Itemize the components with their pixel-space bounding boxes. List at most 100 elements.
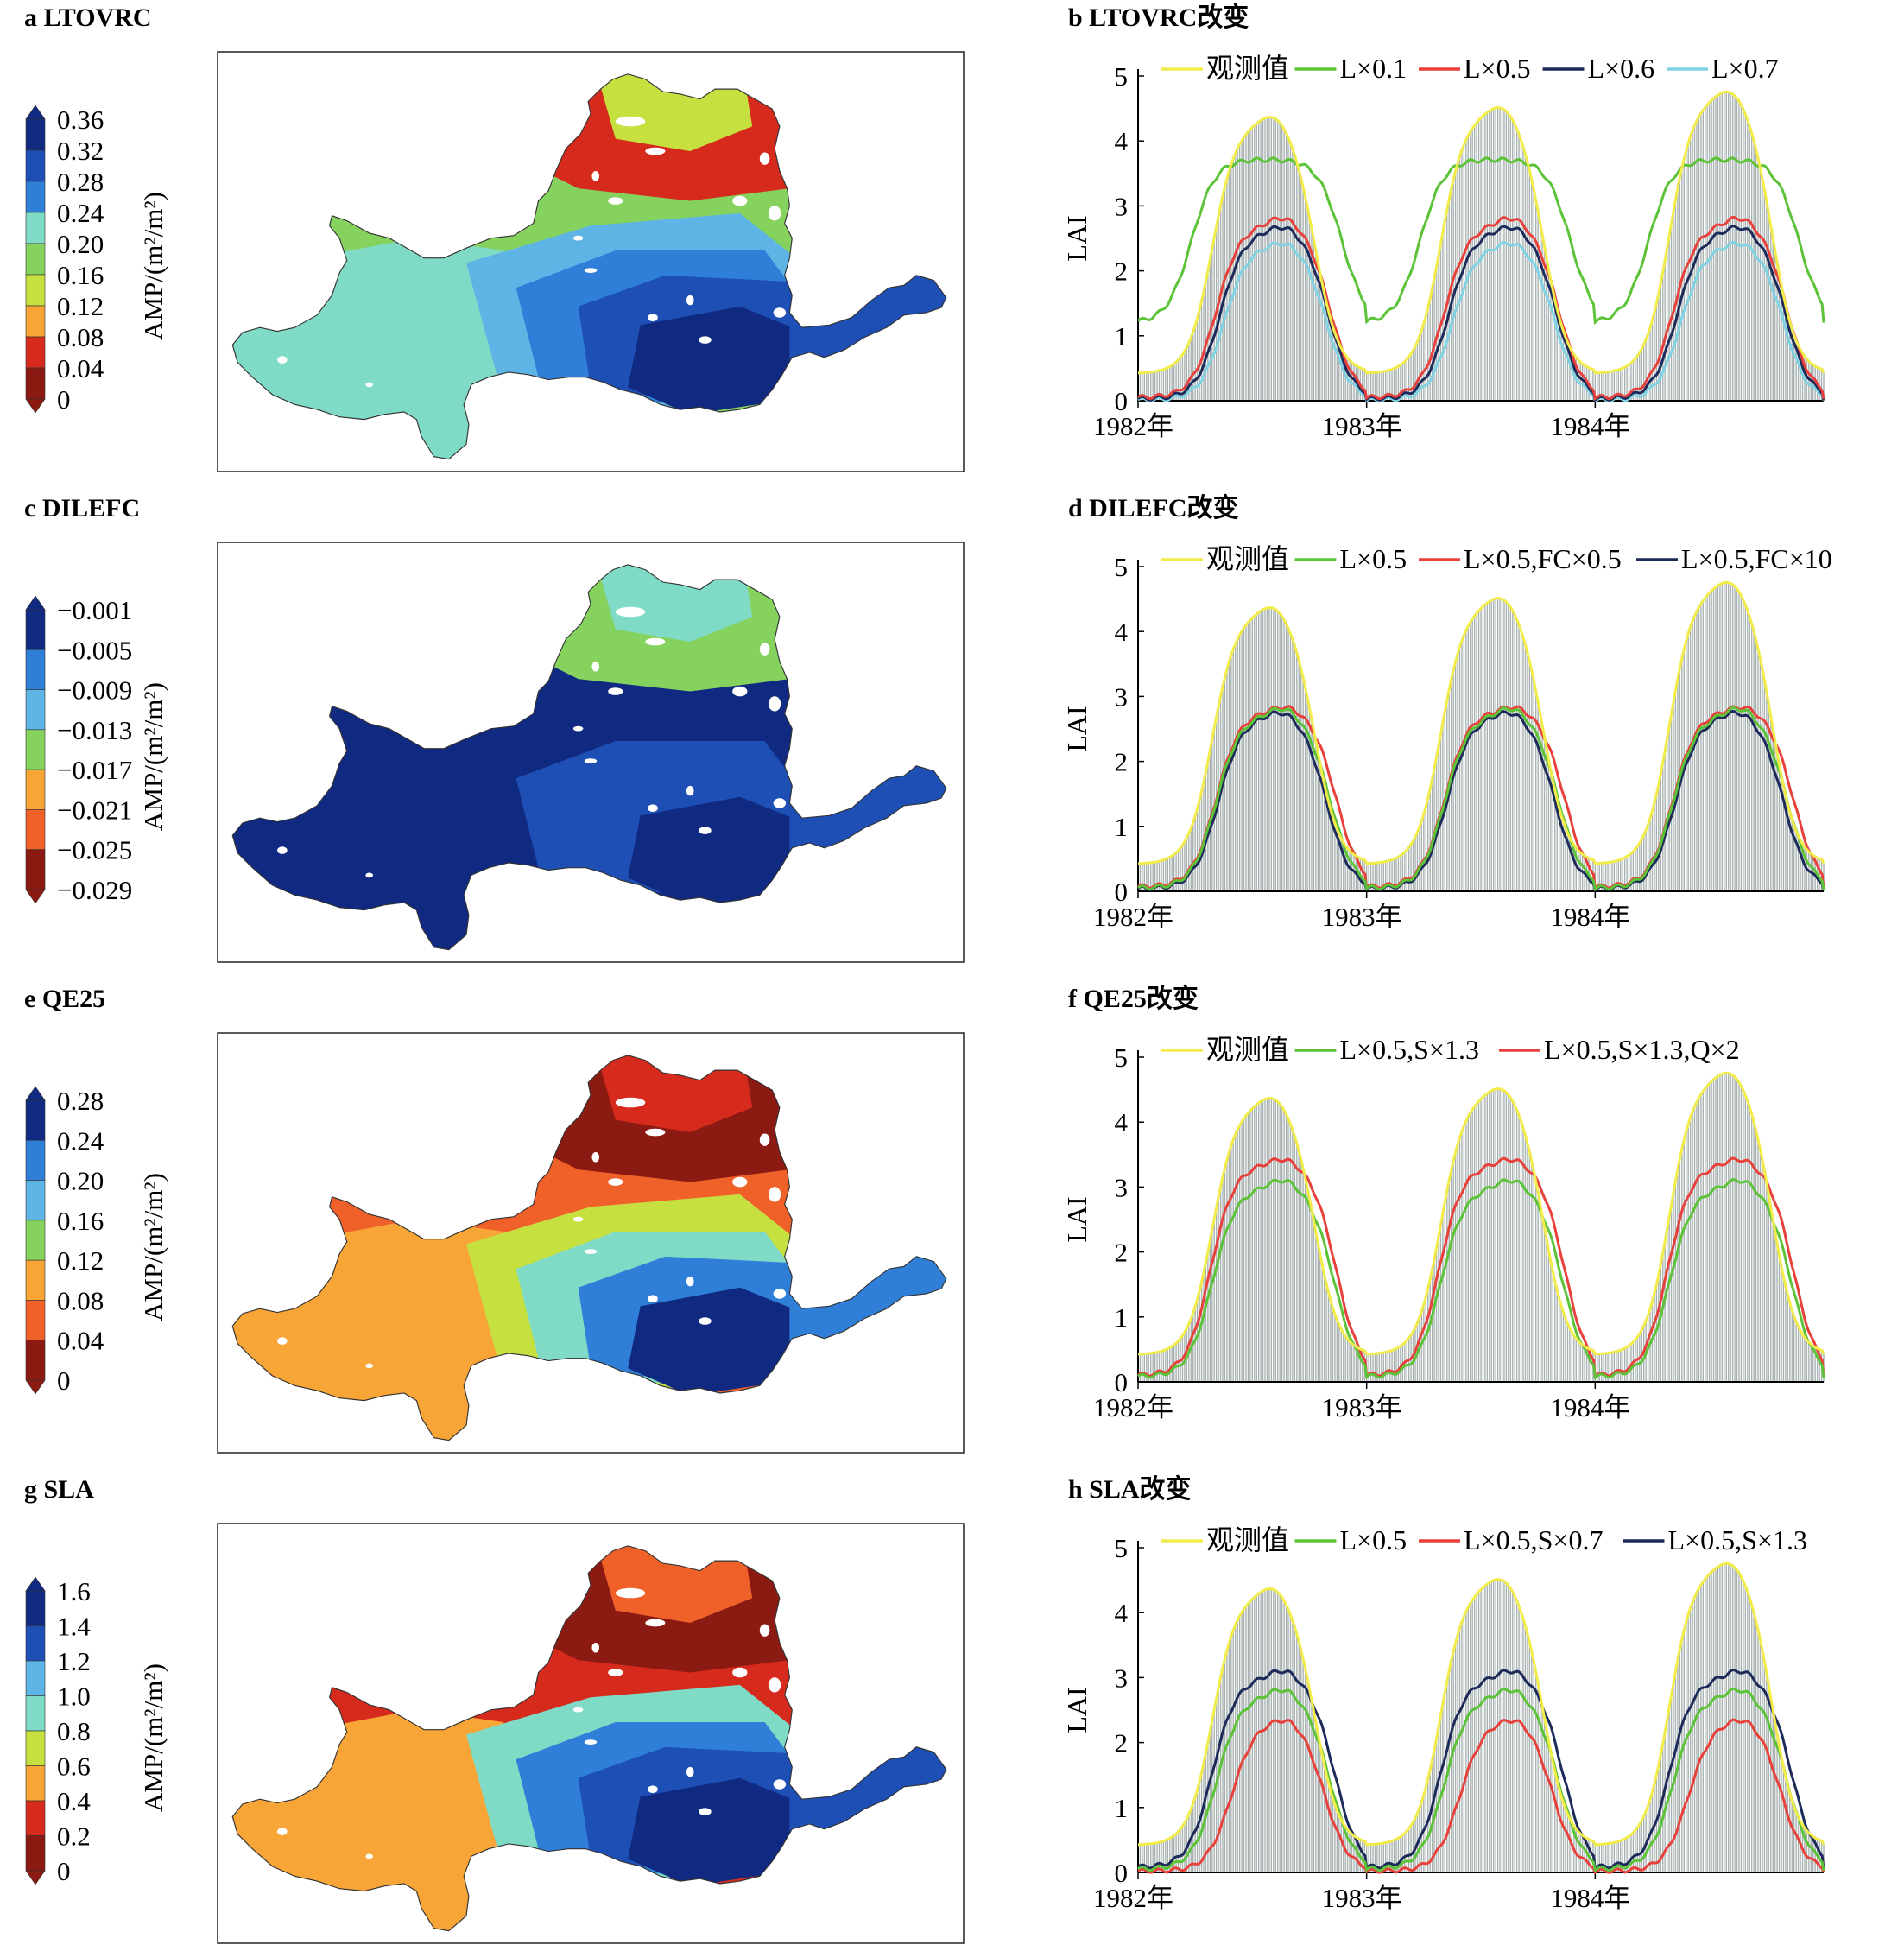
colorbar-tick-label: 0.6 bbox=[57, 1752, 91, 1782]
map-title: c DILEFC bbox=[24, 494, 140, 523]
series-line bbox=[1137, 156, 1825, 326]
legend-label: L×0.5 bbox=[1340, 543, 1407, 574]
legend-label: L×0.5,S×1.3 bbox=[1340, 1034, 1479, 1065]
colorbar-segment bbox=[25, 1835, 46, 1872]
colorbar-axis-label: AMP/(m²/m²) bbox=[138, 1173, 168, 1321]
y-axis-label: LAI bbox=[1061, 1687, 1092, 1733]
x-tick-label: 1982年 bbox=[1093, 1883, 1173, 1913]
chart-title: b LTOVRC改变 bbox=[1068, 3, 1249, 32]
y-tick-label: 2 bbox=[1115, 1238, 1129, 1268]
colorbar-tick-label: −0.021 bbox=[57, 795, 132, 825]
colorbar-tick-label: 0.28 bbox=[57, 1086, 104, 1116]
y-tick-label: 0 bbox=[1115, 1367, 1129, 1397]
colorbar-segment bbox=[25, 212, 46, 244]
observed-bars bbox=[1137, 92, 1825, 401]
basin-outline bbox=[231, 1545, 947, 1932]
colorbar-segment bbox=[25, 809, 46, 851]
colorbar-tick-label: 0.12 bbox=[57, 1245, 104, 1276]
colorbar-tick-label: −0.001 bbox=[57, 595, 132, 625]
legend-label: L×0.7 bbox=[1711, 53, 1779, 84]
colorbar-tick-label: 0.12 bbox=[57, 291, 104, 321]
legend-label: L×0.5,FC×0.5 bbox=[1464, 543, 1622, 574]
observed-bars bbox=[1137, 582, 1825, 891]
basin-outline bbox=[231, 564, 947, 951]
colorbar-cap-bottom bbox=[25, 1870, 46, 1885]
x-tick-label: 1984年 bbox=[1550, 902, 1630, 932]
colorbar: 0.28 0.24 0.20 0.16 0.12 0.08 0.04 0 bbox=[25, 1086, 104, 1396]
colorbar-segment bbox=[25, 1765, 46, 1802]
colorbar-tick-label: 1.4 bbox=[57, 1612, 91, 1642]
colorbar-segment bbox=[25, 243, 46, 276]
chart-panel: d DILEFC改变 0 1 2 3 4 5 1982年 1983年 1984年 LAI 观测值 L×0… bbox=[1061, 493, 1832, 932]
legend-label: L×0.5 bbox=[1464, 53, 1531, 84]
x-tick-label: 1982年 bbox=[1093, 1392, 1173, 1422]
colorbar-tick-label: −0.013 bbox=[57, 715, 132, 745]
observed-bars bbox=[1137, 1073, 1825, 1382]
series-line bbox=[1138, 580, 1825, 865]
legend-label: L×0.1 bbox=[1340, 53, 1407, 84]
legend: 观测值 L×0.5 L×0.5,FC×0.5 L×0.5,FC×10 bbox=[1161, 543, 1832, 574]
colorbar-segment bbox=[25, 1180, 46, 1221]
legend-label: L×0.5,S×1.3 bbox=[1668, 1524, 1807, 1555]
observed-bars bbox=[1137, 1563, 1825, 1872]
colorbar-tick-label: 1.0 bbox=[57, 1682, 91, 1712]
y-tick-label: 3 bbox=[1115, 681, 1129, 712]
series-line bbox=[1137, 1687, 1825, 1873]
colorbar-axis-label: AMP/(m²/m²) bbox=[138, 1663, 168, 1812]
colorbar-segment bbox=[25, 769, 46, 810]
colorbar-tick-label: 0.2 bbox=[57, 1821, 91, 1852]
colorbar-cap-top bbox=[25, 1576, 46, 1592]
y-axis-label: LAI bbox=[1061, 706, 1092, 751]
colorbar-tick-label: 0.08 bbox=[57, 322, 104, 352]
chart-title: h SLA改变 bbox=[1068, 1474, 1192, 1504]
x-tick-label: 1983年 bbox=[1322, 902, 1402, 932]
basin-outline bbox=[231, 1055, 947, 1441]
colorbar-tick-label: 0.16 bbox=[57, 260, 104, 290]
legend-label: 观测值 bbox=[1206, 53, 1289, 84]
colorbar-tick-label: 0.20 bbox=[57, 1166, 104, 1196]
chart-panels: b LTOVRC改变 0 1 2 3 4 5 1982年 1983年 1984年 LAI 观测值 L×0… bbox=[1061, 3, 1832, 1913]
colorbar-tick-label: −0.029 bbox=[57, 875, 132, 905]
colorbar-segment bbox=[25, 1259, 46, 1301]
legend: 观测值 L×0.5,S×1.3 L×0.5,S×1.3,Q×2 bbox=[1161, 1034, 1740, 1065]
series-line bbox=[1137, 1156, 1825, 1379]
colorbar-segment bbox=[25, 729, 46, 770]
map-title: e QE25 bbox=[24, 985, 105, 1013]
legend-label: L×0.5,S×1.3,Q×2 bbox=[1544, 1034, 1740, 1065]
colorbar-segment bbox=[25, 336, 46, 369]
x-tick-label: 1983年 bbox=[1322, 1392, 1402, 1422]
y-tick-label: 4 bbox=[1115, 126, 1129, 156]
colorbar-tick-label: −0.009 bbox=[57, 675, 132, 706]
series-line bbox=[1137, 706, 1825, 892]
basin-outline bbox=[231, 73, 947, 460]
colorbar-segment bbox=[25, 1139, 46, 1181]
colorbar-segment bbox=[25, 1660, 46, 1696]
colorbar-tick-label: −0.017 bbox=[57, 755, 132, 785]
y-tick-label: 2 bbox=[1115, 1728, 1129, 1758]
colorbar-segment bbox=[25, 149, 46, 182]
legend-label: L×0.5,S×0.7 bbox=[1464, 1524, 1603, 1555]
colorbar-segment bbox=[25, 689, 46, 731]
y-tick-label: 3 bbox=[1115, 1663, 1129, 1693]
legend: 观测值 L×0.1 L×0.5 L×0.6 L×0.7 bbox=[1161, 53, 1779, 84]
map-title: g SLA bbox=[24, 1475, 94, 1504]
colorbar-tick-label: 0.4 bbox=[57, 1786, 91, 1816]
colorbar-cap-top bbox=[25, 105, 46, 120]
y-tick-label: 3 bbox=[1115, 1172, 1129, 1202]
colorbar-tick-label: 0 bbox=[57, 1856, 71, 1886]
colorbar-tick-label: 0.36 bbox=[57, 105, 104, 135]
colorbar-segment bbox=[25, 1220, 46, 1261]
colorbar-segment bbox=[25, 1730, 46, 1766]
colorbar-tick-label: 1.6 bbox=[57, 1576, 91, 1606]
series-line bbox=[1138, 1562, 1825, 1847]
chart-title: d DILEFC改变 bbox=[1068, 493, 1239, 523]
chart-panel: f QE25改变 0 1 2 3 4 5 1982年 1983年 1984年 LAI 观测值 L×0.5… bbox=[1061, 984, 1825, 1422]
series-line bbox=[1137, 240, 1825, 403]
colorbar-segment bbox=[25, 1800, 46, 1836]
map-panel: e QE25 0.28 0.24 0.20 0.16 0.12 0.08 0.04 0 AMP/(… bbox=[24, 985, 965, 1454]
legend: 观测值 L×0.5 L×0.5,S×0.7 L×0.5,S×1.3 bbox=[1161, 1524, 1807, 1555]
y-axis-label: LAI bbox=[1061, 1196, 1092, 1242]
series-line bbox=[1137, 1177, 1825, 1380]
legend-label: 观测值 bbox=[1206, 543, 1289, 574]
